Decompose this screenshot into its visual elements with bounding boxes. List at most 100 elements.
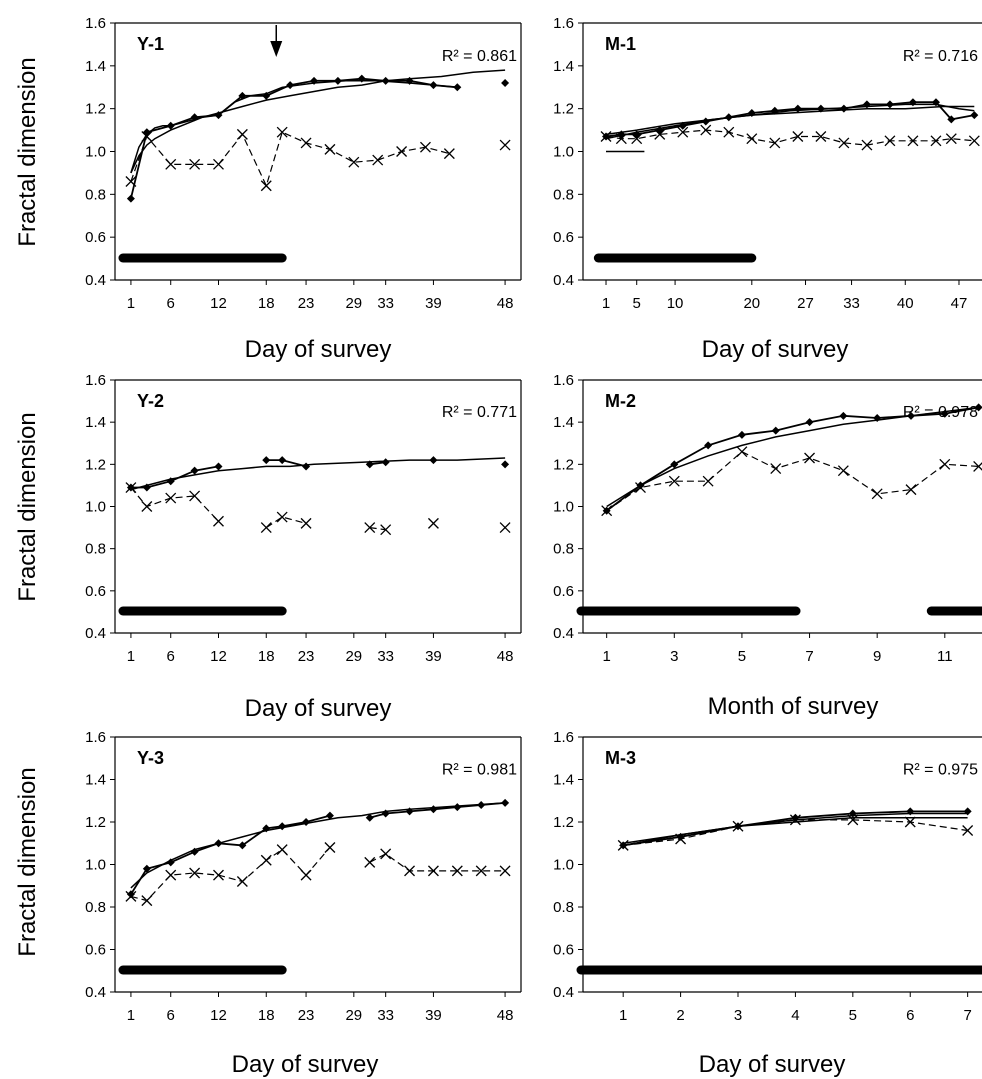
cross-stroke bbox=[968, 135, 980, 147]
diamond-point bbox=[214, 839, 223, 848]
cross-stroke bbox=[792, 131, 804, 142]
cross-stroke bbox=[499, 865, 511, 877]
y-axis-label: Fractal dimension bbox=[14, 412, 41, 601]
diamond-point bbox=[931, 98, 940, 107]
diamond-point bbox=[816, 104, 825, 113]
x-tick-label: 39 bbox=[425, 648, 442, 665]
x-tick-label: 48 bbox=[497, 295, 514, 312]
cross-stroke bbox=[702, 475, 714, 487]
cross-point bbox=[702, 475, 714, 487]
panel-m-2: 0.4 0.6 0.8 1.0 1.2 1.4 1.6 1 3 5 7 9 11 M-2 R² = 0.97… bbox=[553, 372, 982, 720]
diamond-point bbox=[477, 801, 486, 809]
cross-point bbox=[600, 131, 612, 142]
x-axis-label: Month of survey bbox=[708, 693, 879, 720]
diamond-point bbox=[963, 807, 972, 816]
cross-stroke bbox=[907, 135, 919, 147]
diamond-point bbox=[501, 460, 510, 469]
cross-point bbox=[861, 139, 873, 151]
panel-label: M-3 bbox=[605, 748, 636, 768]
cross-stroke bbox=[675, 833, 687, 845]
cross-point bbox=[451, 865, 463, 877]
diamond-point bbox=[848, 809, 857, 818]
cross-point bbox=[732, 820, 744, 832]
cross-stroke bbox=[427, 517, 439, 529]
cross-point bbox=[276, 844, 288, 856]
cross-stroke bbox=[615, 133, 627, 145]
y-tick-label: 0.4 bbox=[553, 272, 574, 289]
cross-stroke bbox=[420, 141, 431, 153]
cross-stroke bbox=[165, 158, 177, 170]
cross-point bbox=[427, 865, 439, 877]
cross-stroke bbox=[348, 156, 360, 168]
y-tick-label: 1.4 bbox=[85, 414, 106, 431]
cross-point bbox=[904, 816, 916, 828]
diamond-point bbox=[190, 466, 199, 475]
series-diamond-line bbox=[266, 459, 307, 468]
cross-stroke bbox=[617, 839, 629, 851]
y-axis-label: Fractal dimension bbox=[14, 767, 41, 956]
x-tick-label: 39 bbox=[425, 295, 442, 312]
x-tick-label: 1 bbox=[127, 295, 135, 312]
diamond-point bbox=[974, 403, 982, 412]
cross-stroke bbox=[769, 137, 781, 149]
cross-point bbox=[871, 488, 883, 500]
cross-point bbox=[165, 158, 177, 170]
y-axis-label: Fractal dimension bbox=[14, 57, 41, 246]
cross-stroke bbox=[884, 135, 896, 147]
series-cross-line bbox=[369, 853, 506, 872]
x-tick-label: 33 bbox=[377, 648, 394, 665]
cross-stroke bbox=[380, 524, 392, 536]
diamond-point bbox=[770, 106, 779, 115]
diamond-point bbox=[357, 74, 366, 83]
y-tick-label: 1.0 bbox=[553, 499, 574, 516]
cross-point bbox=[746, 133, 758, 145]
x-tick-label: 18 bbox=[258, 295, 275, 312]
r2-label: R² = 0.861 bbox=[442, 48, 517, 65]
panel-label: Y-3 bbox=[137, 748, 164, 768]
cross-point bbox=[420, 141, 431, 153]
cross-point bbox=[617, 839, 629, 851]
y-tick-label: 1.6 bbox=[553, 15, 574, 32]
x-tick-label: 6 bbox=[167, 295, 175, 312]
cross-stroke bbox=[837, 465, 849, 477]
x-tick-label: 33 bbox=[377, 1007, 394, 1024]
y-tick-label: 1.4 bbox=[85, 772, 106, 789]
cross-stroke bbox=[930, 135, 942, 147]
x-tick-label: 33 bbox=[377, 295, 394, 312]
cross-stroke bbox=[945, 133, 957, 145]
cross-stroke bbox=[364, 856, 376, 868]
diamond-point bbox=[636, 481, 645, 490]
diamond-point bbox=[278, 456, 287, 465]
cross-stroke bbox=[600, 131, 612, 142]
cross-point bbox=[838, 137, 850, 149]
cross-stroke bbox=[213, 869, 224, 881]
cross-point bbox=[668, 475, 680, 487]
diamond-point bbox=[805, 418, 814, 427]
series-cross-line bbox=[130, 131, 450, 188]
cross-stroke bbox=[165, 869, 177, 881]
cross-point bbox=[968, 135, 980, 147]
cross-stroke bbox=[236, 876, 248, 887]
cross-stroke bbox=[260, 522, 272, 534]
diamond-point bbox=[214, 462, 223, 471]
cross-stroke bbox=[189, 158, 201, 170]
diamond-point bbox=[166, 477, 175, 486]
cross-stroke bbox=[677, 126, 689, 138]
cross-stroke bbox=[939, 458, 951, 470]
cross-point bbox=[125, 890, 137, 902]
diamond-point bbox=[940, 409, 949, 418]
diamond-point bbox=[747, 108, 756, 117]
x-tick-label: 39 bbox=[425, 1007, 442, 1024]
x-tick-label: 18 bbox=[258, 648, 275, 665]
cross-stroke bbox=[324, 842, 336, 853]
cross-stroke bbox=[300, 869, 312, 881]
diamond-point bbox=[262, 824, 271, 833]
x-tick-label: 6 bbox=[167, 1007, 175, 1024]
x-tick-label: 4 bbox=[791, 1007, 799, 1024]
y-tick-label: 1.2 bbox=[553, 814, 574, 831]
y-tick-label: 1.4 bbox=[553, 414, 574, 431]
y-tick-label: 0.8 bbox=[85, 186, 106, 203]
x-tick-label: 33 bbox=[843, 295, 860, 312]
x-tick-label: 48 bbox=[497, 648, 514, 665]
